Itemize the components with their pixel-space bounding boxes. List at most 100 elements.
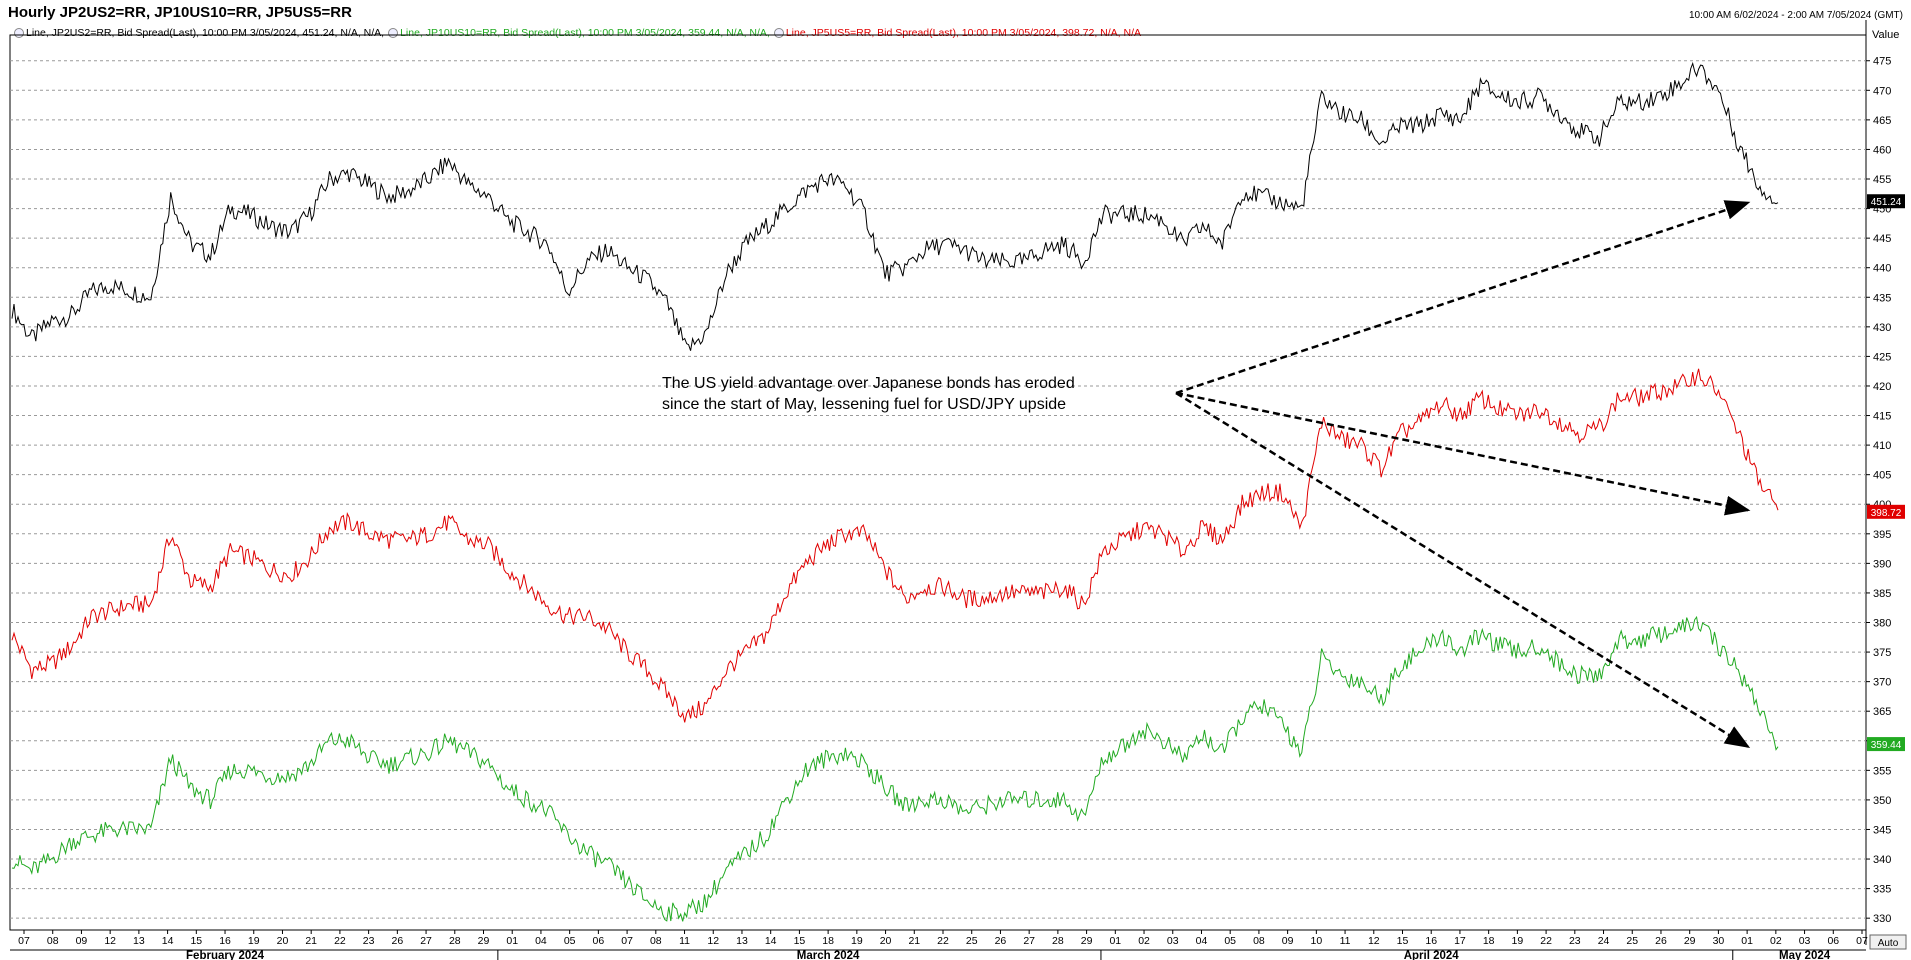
y-tick-label: 355 <box>1873 765 1891 777</box>
x-tick-label: 28 <box>449 935 461 947</box>
y-tick-label: 380 <box>1873 618 1891 630</box>
last-value-tag <box>1867 504 1905 519</box>
x-tick-label: 09 <box>76 935 88 947</box>
x-tick-label: 11 <box>679 935 690 947</box>
month-label: February 2024 <box>186 950 265 960</box>
y-tick-label: 430 <box>1873 322 1891 334</box>
last-value-text: 359.44 <box>1871 740 1902 751</box>
y-tick-label: 460 <box>1873 144 1891 156</box>
x-tick-label: 29 <box>478 935 490 947</box>
x-tick-label: 16 <box>219 935 231 947</box>
annotation-line-1: The US yield advantage over Japanese bon… <box>662 375 1075 392</box>
x-tick-label: 27 <box>1023 935 1035 947</box>
auto-scale-button[interactable] <box>1869 934 1907 950</box>
x-tick-label: 05 <box>1224 935 1236 947</box>
legend-item-jp5us5[interactable]: Line, JP5US5=RR, Bid Spread(Last), 10:00… <box>773 27 1142 39</box>
legend-text-jp5us5: Line, JP5US5=RR, Bid Spread(Last), 10:00… <box>785 27 1142 39</box>
x-tick-label: 07 <box>621 935 633 947</box>
legend-text-jp2us2: Line, JP2US2=RR, Bid Spread(Last), 10:00… <box>26 27 385 39</box>
x-tick-label: 15 <box>1397 935 1409 947</box>
series-icon <box>388 28 399 38</box>
x-tick-label: 16 <box>1425 935 1437 947</box>
x-tick-label: 04 <box>1196 935 1208 947</box>
x-tick-label: 13 <box>736 935 748 947</box>
x-tick-label: 25 <box>1626 935 1638 947</box>
last-value-text: 451.24 <box>1871 197 1902 208</box>
x-tick-label: 01 <box>1109 935 1121 947</box>
y-tick-label: 475 <box>1873 56 1891 68</box>
x-tick-label: 15 <box>794 935 806 947</box>
series-line-jp2us2-rr <box>11 61 1779 351</box>
x-tick-label: 18 <box>822 935 834 947</box>
x-tick-label: 19 <box>1512 935 1524 947</box>
x-tick-label: 14 <box>765 935 777 947</box>
x-tick-label: 13 <box>133 935 145 947</box>
x-tick-label: 08 <box>650 935 662 947</box>
x-tick-label: 08 <box>1253 935 1265 947</box>
x-tick-label: 09 <box>1282 935 1294 947</box>
legend-item-jp10us10[interactable]: Line, JP10US10=RR, Bid Spread(Last), 10:… <box>388 27 770 39</box>
x-tick-label: 02 <box>1770 935 1782 947</box>
x-tick-label: 19 <box>248 935 260 947</box>
x-tick-label: 23 <box>1569 935 1581 947</box>
x-tick-label: 01 <box>506 935 518 947</box>
y-tick-label: 395 <box>1873 529 1891 541</box>
x-tick-label: 04 <box>535 935 547 947</box>
x-tick-label: 17 <box>1454 935 1466 947</box>
x-tick-label: 12 <box>104 935 116 947</box>
x-tick-label: 07 <box>1856 935 1868 947</box>
y-tick-label: 470 <box>1873 85 1891 97</box>
x-tick-label: 10 <box>1311 935 1323 947</box>
series-line-jp5us5-rr <box>11 368 1779 723</box>
y-tick-label: 390 <box>1873 558 1891 570</box>
date-range: 10:00 AM 6/02/2024 - 2:00 AM 7/05/2024 (… <box>1688 10 1903 21</box>
x-tick-label: 26 <box>1655 935 1667 947</box>
x-tick-label: 01 <box>1741 935 1753 947</box>
legend-item-jp2us2[interactable]: Line, JP2US2=RR, Bid Spread(Last), 10:00… <box>14 27 384 39</box>
last-value-text: 398.72 <box>1871 508 1902 519</box>
x-tick-label: 23 <box>363 935 375 947</box>
y-tick-label: 330 <box>1873 913 1891 925</box>
series-lines <box>11 61 1779 922</box>
y-tick-label: 375 <box>1873 647 1891 659</box>
x-tick-label: 12 <box>1368 935 1380 947</box>
annotation: The US yield advantage over Japanese bon… <box>662 375 1075 413</box>
x-tick-label: 22 <box>1540 935 1552 947</box>
y-tick-label: 385 <box>1873 588 1891 600</box>
y-tick-label: 445 <box>1873 233 1891 245</box>
chart-title: Hourly JP2US2=RR, JP10US10=RR, JP5US5=RR <box>8 4 352 21</box>
x-tick-label: 22 <box>334 935 346 947</box>
x-tick-label: 15 <box>190 935 202 947</box>
x-tick-label: 14 <box>162 935 174 947</box>
x-tick-label: 21 <box>305 935 317 947</box>
x-tick-label: 30 <box>1713 935 1725 947</box>
last-value-tag <box>1867 737 1905 752</box>
x-tick-label: 19 <box>851 935 863 947</box>
x-tick-label: 12 <box>707 935 719 947</box>
series-icon <box>14 28 24 38</box>
x-tick-label: 06 <box>593 935 605 947</box>
month-label: April 2024 <box>1404 950 1460 960</box>
x-tick-label: 02 <box>1138 935 1150 947</box>
x-tick-label: 25 <box>966 935 978 947</box>
x-tick-label: 29 <box>1081 935 1093 947</box>
value-axis: 3303353403453503553603653703753803853903… <box>1866 29 1907 950</box>
x-tick-label: 11 <box>1340 935 1351 947</box>
y-tick-label: 350 <box>1873 795 1891 807</box>
y-tick-label: 455 <box>1873 174 1891 186</box>
gridlines <box>9 20 1867 945</box>
x-tick-label: 26 <box>995 935 1007 947</box>
y-tick-label: 440 <box>1873 263 1891 275</box>
value-axis-label: Value <box>1872 29 1899 41</box>
x-tick-label: 20 <box>277 935 289 947</box>
annotation-arrows <box>1175 200 1751 749</box>
x-tick-label: 05 <box>564 935 576 947</box>
x-tick-label: 03 <box>1167 935 1179 947</box>
x-tick-label: 20 <box>880 935 892 947</box>
series-icon <box>773 28 784 38</box>
y-tick-label: 340 <box>1873 854 1891 866</box>
x-tick-label: 29 <box>1684 935 1696 947</box>
x-tick-label: 24 <box>1598 935 1610 947</box>
month-label: May 2024 <box>1779 950 1831 960</box>
